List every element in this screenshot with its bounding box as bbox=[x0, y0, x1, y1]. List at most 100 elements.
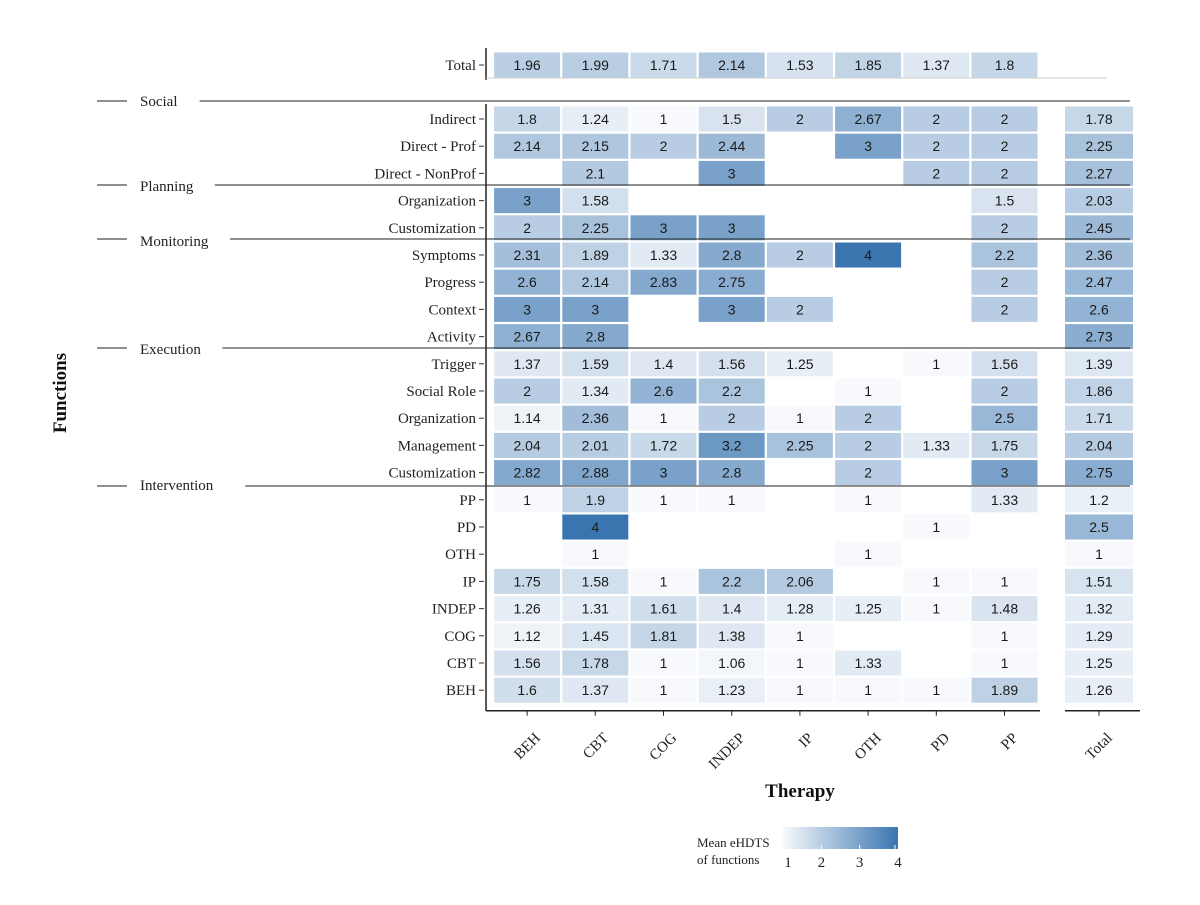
heatmap-cell bbox=[562, 188, 629, 214]
heatmap-cell bbox=[494, 351, 561, 377]
cell-value: 2 bbox=[1001, 383, 1009, 399]
heatmap-cell bbox=[494, 596, 561, 622]
cell-value: 2.25 bbox=[582, 220, 609, 236]
total-row-cell bbox=[971, 52, 1038, 78]
row-label: COG bbox=[444, 629, 476, 645]
heatmap-cell bbox=[971, 405, 1038, 431]
cell-value: 1.59 bbox=[582, 356, 609, 372]
heatmap-cell bbox=[766, 242, 833, 268]
heatmap-cell bbox=[903, 677, 970, 703]
heatmap-cell bbox=[630, 269, 697, 295]
heatmap-cell bbox=[562, 623, 629, 649]
heatmap-cell bbox=[903, 514, 970, 540]
cell-value: 2.75 bbox=[718, 274, 745, 290]
heatmap-cell bbox=[698, 487, 765, 513]
total-cell-value: 1.25 bbox=[1085, 655, 1112, 671]
total-cell-value: 1.29 bbox=[1085, 628, 1112, 644]
cell-value: 2.2 bbox=[995, 247, 1015, 263]
total-cell-value: 2.45 bbox=[1085, 220, 1112, 236]
x-tick-label: OTH bbox=[852, 730, 885, 763]
row-label: INDEP bbox=[432, 602, 476, 618]
x-tick-label: BEH bbox=[511, 730, 544, 763]
heatmap-cell bbox=[562, 215, 629, 241]
cell-value: 1.24 bbox=[582, 111, 609, 127]
heatmap-cell bbox=[698, 242, 765, 268]
heatmap-cell bbox=[494, 650, 561, 676]
heatmap-cell bbox=[835, 596, 902, 622]
total-row-cell bbox=[562, 52, 629, 78]
total-cell bbox=[1065, 596, 1133, 622]
heatmap-cell bbox=[835, 650, 902, 676]
total-cell-value: 1.51 bbox=[1085, 573, 1112, 589]
heatmap-cell bbox=[562, 405, 629, 431]
heatmap-cell bbox=[630, 378, 697, 404]
heatmap-cell bbox=[562, 460, 629, 486]
cell-value: 1.48 bbox=[991, 601, 1018, 617]
cell-value: 1 bbox=[660, 492, 668, 508]
group-label: Execution bbox=[140, 342, 201, 358]
heatmap-cell bbox=[835, 133, 902, 159]
cell-value: 1.75 bbox=[991, 437, 1018, 453]
total-cell-value: 2.36 bbox=[1085, 247, 1112, 263]
cell-value: 3 bbox=[660, 465, 668, 481]
heatmap-cell bbox=[494, 487, 561, 513]
cell-value: 3 bbox=[864, 138, 872, 154]
cell-value: 1.4 bbox=[722, 601, 742, 617]
total-cell-value: 2.03 bbox=[1085, 193, 1112, 209]
heatmap-cell bbox=[903, 133, 970, 159]
total-cell bbox=[1065, 650, 1133, 676]
heatmap-cell bbox=[562, 378, 629, 404]
cell-value: 2.83 bbox=[650, 274, 677, 290]
heatmap-cell bbox=[630, 487, 697, 513]
heatmap-cell bbox=[698, 460, 765, 486]
cell-value: 1.26 bbox=[513, 601, 540, 617]
total-cell bbox=[1065, 133, 1133, 159]
total-row-value: 1.8 bbox=[995, 57, 1015, 73]
heatmap-cell bbox=[971, 623, 1038, 649]
cell-value: 3 bbox=[660, 220, 668, 236]
total-cell bbox=[1065, 296, 1133, 322]
heatmap-cell bbox=[971, 133, 1038, 159]
cell-value: 1.37 bbox=[513, 356, 540, 372]
cell-value: 2 bbox=[864, 410, 872, 426]
row-label: PD bbox=[457, 520, 476, 536]
cell-value: 2 bbox=[932, 111, 940, 127]
heatmap-cell bbox=[562, 514, 629, 540]
cell-value: 2 bbox=[1001, 274, 1009, 290]
total-cell bbox=[1065, 460, 1133, 486]
heatmap-cell bbox=[494, 623, 561, 649]
group-label: Monitoring bbox=[140, 234, 209, 250]
total-cell-value: 2.27 bbox=[1085, 165, 1112, 181]
x-tick-label: CBT bbox=[580, 730, 612, 762]
heatmap-cell bbox=[835, 677, 902, 703]
cell-value: 1 bbox=[932, 682, 940, 698]
total-cell bbox=[1065, 487, 1133, 513]
heatmap-cell bbox=[494, 677, 561, 703]
cell-value: 2 bbox=[796, 301, 804, 317]
row-label: Management bbox=[398, 438, 477, 454]
heatmap-cell bbox=[494, 106, 561, 132]
heatmap-cell bbox=[630, 460, 697, 486]
row-label: BEH bbox=[446, 683, 476, 699]
cell-value: 1.61 bbox=[650, 601, 677, 617]
heatmap-cell bbox=[494, 269, 561, 295]
heatmap-cell bbox=[698, 133, 765, 159]
legend-tick-label: 4 bbox=[894, 855, 902, 871]
heatmap-cell bbox=[494, 296, 561, 322]
cell-value: 1.75 bbox=[513, 573, 540, 589]
cell-value: 1 bbox=[932, 601, 940, 617]
x-tick-label-total: Total bbox=[1083, 730, 1116, 763]
cell-value: 1.58 bbox=[582, 193, 609, 209]
cell-value: 1 bbox=[660, 111, 668, 127]
heatmap-cell bbox=[630, 215, 697, 241]
total-cell-value: 2.47 bbox=[1085, 274, 1112, 290]
row-label: PP bbox=[459, 493, 476, 509]
heatmap-cell bbox=[835, 460, 902, 486]
row-label: Direct - Prof bbox=[400, 139, 476, 155]
heatmap-cell bbox=[494, 188, 561, 214]
legend-title-line2: of functions bbox=[697, 852, 759, 867]
heatmap-cell bbox=[766, 596, 833, 622]
cell-value: 1 bbox=[796, 628, 804, 644]
x-tick-label: COG bbox=[647, 730, 681, 764]
